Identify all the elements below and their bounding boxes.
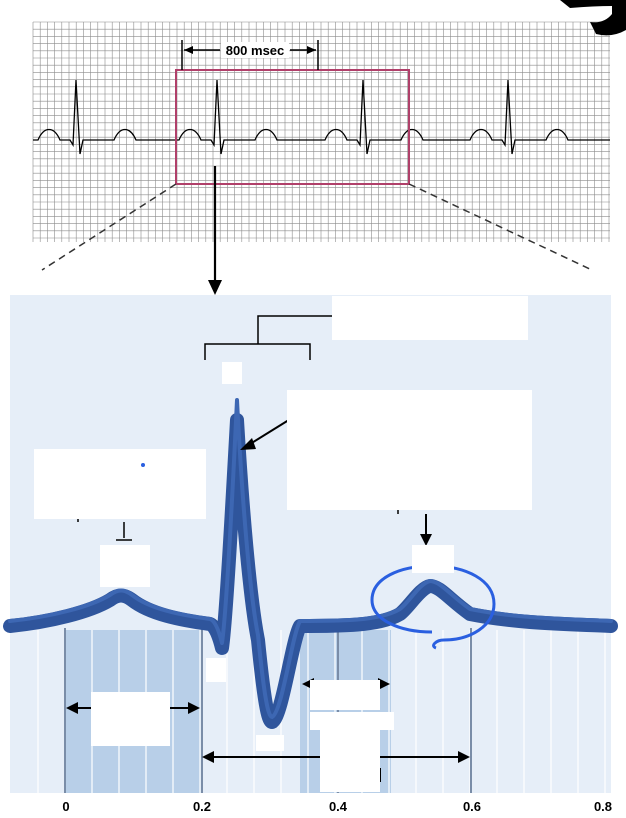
label-box-p-wave-description [34,449,206,519]
x-tick-label-0: 0 [62,799,69,814]
t-wave-pointer-head [420,534,432,546]
t-wave-annotation-circle [370,564,496,650]
label-box-qrs-complex [332,296,528,340]
r-wave-pointer-head [240,438,256,450]
zoom-line-left [41,183,177,271]
label-box-p-wave [100,545,150,587]
x-axis-tick-labels: 0 0.2 0.4 0.6 0.8 [62,799,612,814]
label-box-q-wave [206,658,226,682]
label-boxes [34,296,532,792]
zoom-line-right [408,183,593,271]
label-box-t-wave [412,545,454,573]
scale-bar-800-msec: 800 msec [181,40,319,70]
ecg-strip-trace [33,79,610,155]
scale-label: 800 msec [226,43,285,58]
x-tick-label-0-4: 0.4 [329,799,348,814]
r-wave-pointer-line [249,417,293,445]
selection-box [175,69,410,185]
qrs-bracket-leader [257,315,332,344]
pr-interval-arrow-head-left [66,702,78,714]
ecg-waveform-highlight [8,398,613,719]
ecg-strip-grid [32,21,610,242]
label-box-pr-interval [91,692,170,746]
ecg-strip: 800 msec [32,0,626,271]
zoom-arrow-head [208,280,222,295]
label-box-qt-interval [320,730,380,792]
zoomed-panel [3,295,618,793]
cropped-glyph-corner [560,0,626,36]
pr-interval-arrow-head-right [188,702,200,714]
label-box-r-wave-description [287,390,532,510]
x-tick-label-0-6: 0.6 [463,799,481,814]
label-box-st-segment [310,680,380,710]
ecg-strip-background [33,22,610,242]
scale-bar-arrowhead-left [184,46,193,54]
qt-interval-arrow-head-right [458,751,470,763]
label-box-r-wave [222,362,242,384]
zoom-arrow [208,166,222,295]
x-tick-label-0-2: 0.2 [193,799,211,814]
st-segment-arrow-head-right [378,678,390,690]
dot-marker [141,463,145,467]
x-tick-label-0-8: 0.8 [594,799,612,814]
scale-bar-arrowhead-right [307,46,316,54]
qrs-bracket [204,315,332,360]
label-box-s-wave [256,735,284,751]
qt-interval-arrow-head-left [202,751,214,763]
scale-label-background [221,42,289,58]
label-box-st-segment-lower [310,712,394,730]
